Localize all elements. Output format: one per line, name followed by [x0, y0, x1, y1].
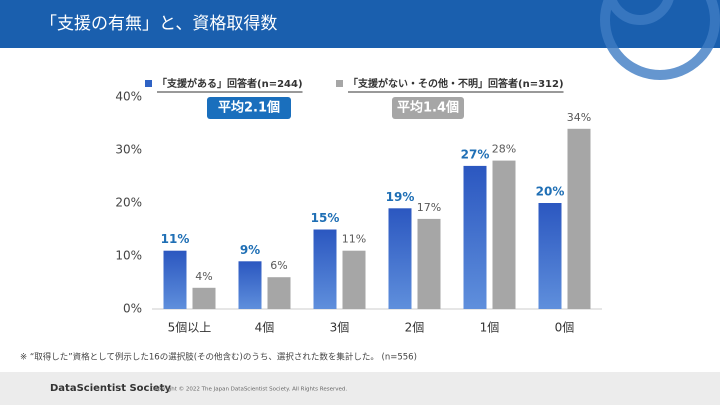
bar [192, 287, 216, 309]
y-tick-label: 40% [115, 90, 142, 104]
bar [163, 250, 187, 309]
y-tick-label: 20% [115, 196, 142, 210]
average-label: 平均2.1個 [218, 100, 280, 116]
average-box [392, 97, 464, 119]
value-label: 17% [417, 201, 441, 214]
x-tick-label: 0個 [555, 321, 575, 335]
legend-label: 「支援がある」回答者(n=244) [157, 77, 303, 90]
value-label: 6% [270, 259, 287, 272]
footer-brand: DataScientist Society [50, 383, 171, 394]
bar [238, 261, 262, 309]
value-label: 9% [240, 243, 260, 257]
header-decoration [600, 0, 720, 80]
bar [267, 277, 291, 309]
value-label: 34% [567, 111, 591, 124]
value-label: 27% [461, 147, 490, 161]
bar [538, 203, 562, 309]
value-label: 15% [311, 211, 340, 225]
bar [388, 208, 412, 309]
footer-copyright: Copyright © 2022 The Japan DataScientist… [150, 386, 347, 393]
y-tick-label: 30% [115, 143, 142, 157]
x-tick-label: 1個 [480, 321, 500, 335]
value-label: 11% [161, 232, 190, 246]
x-tick-label: 4個 [255, 321, 275, 335]
x-tick-label: 5個以上 [168, 321, 212, 335]
value-label: 11% [342, 233, 366, 246]
x-tick-label: 2個 [405, 321, 425, 335]
bar [492, 160, 516, 309]
average-box [207, 97, 291, 119]
bar [417, 218, 441, 309]
average-label: 平均1.4個 [397, 100, 459, 116]
footnote: ※ “取得した”資格として例示した16の選択肢(その他含む)のうち、選択された数… [20, 352, 417, 363]
value-label: 20% [536, 185, 565, 199]
bar [313, 229, 337, 309]
x-tick-label: 3個 [330, 321, 350, 335]
y-tick-label: 10% [115, 249, 142, 263]
bar [567, 128, 591, 309]
footer-band [0, 372, 720, 405]
page-title: 「支援の有無」と、資格取得数 [40, 14, 277, 34]
bar [342, 250, 366, 309]
header-band [0, 0, 720, 48]
bar [463, 165, 487, 309]
legend-swatch [336, 80, 343, 87]
value-label: 19% [386, 190, 415, 204]
legend-swatch [145, 80, 152, 87]
chart: 0% 10% 20% 30% 40% 「支援がある」回答者(n=244) 「支援がない・その… [115, 77, 602, 335]
legend-label: 「支援がない・その他・不明」回答者(n=312) [348, 77, 564, 90]
y-tick-label: 0% [123, 302, 142, 316]
value-label: 28% [492, 143, 516, 156]
value-label: 4% [195, 270, 212, 283]
